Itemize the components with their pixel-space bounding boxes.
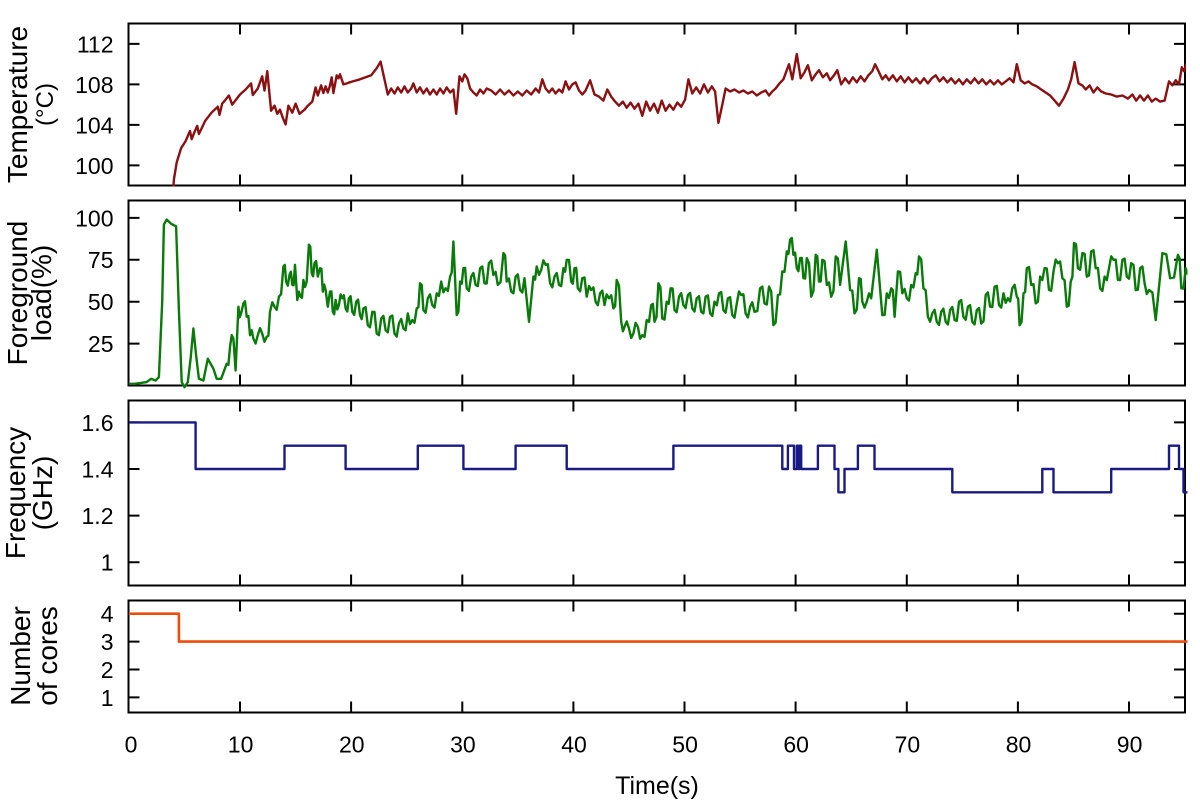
svg-text:4: 4 xyxy=(101,601,114,627)
svg-text:1: 1 xyxy=(101,550,114,576)
svg-text:of cores: of cores xyxy=(32,606,63,706)
svg-text:Number: Number xyxy=(5,606,36,706)
svg-text:112: 112 xyxy=(77,31,114,57)
svg-text:20: 20 xyxy=(339,731,365,757)
svg-text:Frequency: Frequency xyxy=(0,427,31,559)
svg-text:90: 90 xyxy=(1117,731,1143,757)
svg-text:80: 80 xyxy=(1006,731,1032,757)
svg-text:10: 10 xyxy=(228,731,254,757)
svg-text:Temperature: Temperature xyxy=(2,26,33,183)
svg-text:(°C): (°C) xyxy=(32,83,59,126)
svg-text:70: 70 xyxy=(895,731,921,757)
svg-text:104: 104 xyxy=(75,112,114,138)
svg-text:load(%): load(%) xyxy=(26,245,57,341)
svg-text:100: 100 xyxy=(75,205,113,231)
svg-text:1.4: 1.4 xyxy=(82,456,114,482)
svg-text:75: 75 xyxy=(88,247,114,273)
svg-text:60: 60 xyxy=(783,731,809,757)
svg-text:Time(s): Time(s) xyxy=(615,772,699,800)
svg-text:2: 2 xyxy=(101,657,114,683)
svg-text:50: 50 xyxy=(88,289,114,315)
svg-text:Foreground: Foreground xyxy=(2,221,33,366)
svg-text:108: 108 xyxy=(75,72,113,98)
svg-text:0: 0 xyxy=(125,731,138,757)
svg-text:25: 25 xyxy=(88,331,114,357)
svg-text:1: 1 xyxy=(101,685,114,711)
svg-text:1.6: 1.6 xyxy=(82,410,114,436)
svg-text:50: 50 xyxy=(672,731,698,757)
svg-text:30: 30 xyxy=(450,731,476,757)
svg-text:(GHz): (GHz) xyxy=(27,456,58,531)
svg-text:40: 40 xyxy=(561,731,587,757)
svg-text:100: 100 xyxy=(75,153,113,179)
svg-text:3: 3 xyxy=(101,629,114,655)
svg-text:1.2: 1.2 xyxy=(82,503,114,529)
